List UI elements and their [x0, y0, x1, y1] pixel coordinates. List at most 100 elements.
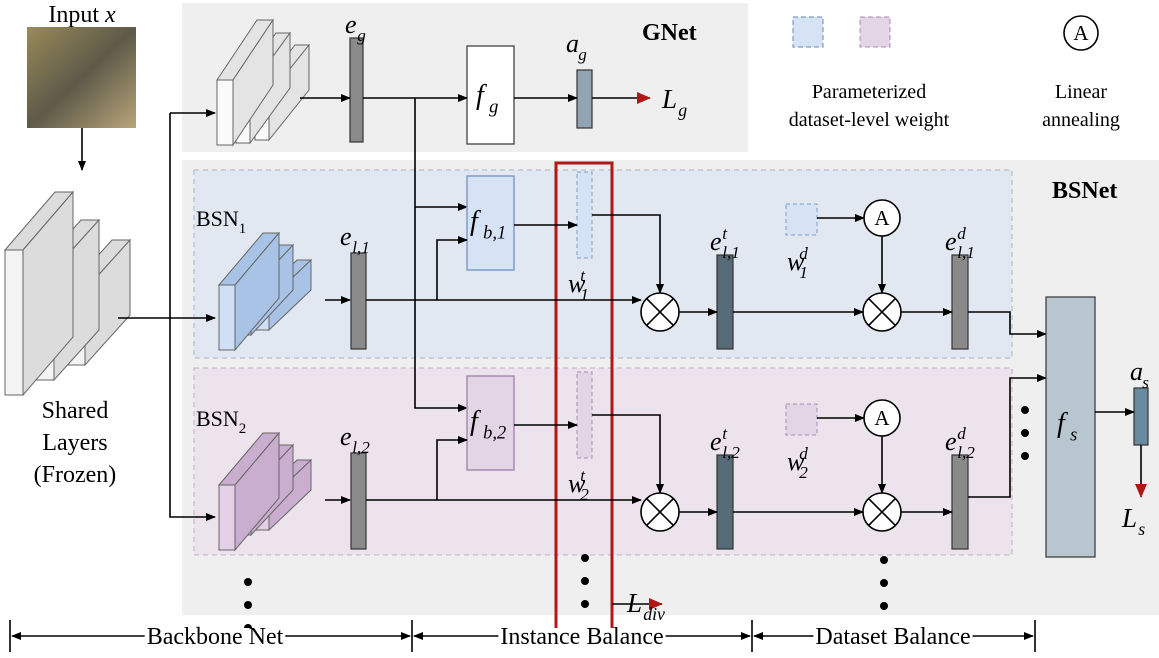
branch-name: BSN — [196, 406, 239, 431]
dataset-weight — [785, 203, 818, 236]
classifier — [466, 45, 515, 145]
math-sub: 1 — [580, 285, 589, 304]
multiply-cross — [646, 298, 674, 326]
multiply-cross — [868, 498, 896, 526]
multiply-cross — [646, 498, 674, 526]
connector — [436, 236, 468, 300]
feature-bar — [576, 69, 593, 129]
label-bg — [813, 628, 973, 650]
input-label: Input x — [48, 2, 116, 28]
feature-bar — [951, 254, 969, 350]
math-label: L — [1121, 503, 1137, 533]
feature-bar — [716, 454, 734, 550]
connector — [968, 374, 1047, 498]
layer-slab — [218, 284, 236, 351]
math-label: f — [470, 206, 481, 237]
math-label: e — [945, 427, 957, 456]
label-bg — [498, 628, 666, 650]
branch-sub: 2 — [239, 421, 247, 437]
branch-title: BSN2 — [196, 406, 246, 437]
math-label: a — [566, 29, 579, 58]
math-sup: d — [799, 444, 808, 463]
math-label: f — [1057, 408, 1068, 439]
math-sub: l,1 — [722, 243, 740, 262]
legend-text: dataset-level weight — [789, 109, 950, 131]
legend-text: annealing — [1042, 109, 1120, 131]
shared-label: (Frozen) — [34, 462, 117, 488]
ellipsis-dot — [1021, 452, 1029, 460]
math-sup: t — [580, 266, 586, 285]
classifier — [466, 375, 515, 471]
bsnet-title: BSNet — [1052, 178, 1117, 204]
annealing-symbol: A — [1073, 21, 1089, 45]
input-image — [27, 27, 136, 128]
math-sub: g — [678, 100, 687, 120]
math-sub: g — [578, 45, 587, 64]
math-label: e — [710, 227, 722, 256]
legend-text: Parameterized — [812, 81, 926, 103]
branch-sub: 1 — [239, 221, 247, 237]
connector — [436, 436, 468, 500]
math-sup: d — [957, 224, 966, 243]
branch-name: BSN — [196, 206, 239, 231]
instance-weight — [576, 171, 593, 259]
input-var: x — [104, 2, 116, 28]
ellipsis-dot — [244, 578, 252, 586]
ellipsis-dot — [1021, 406, 1029, 414]
math-sub: b,1 — [483, 222, 506, 242]
shared-label: Shared — [42, 398, 109, 424]
feature-bar — [951, 454, 969, 550]
math-sub: s — [1070, 424, 1077, 444]
ellipsis-dot — [880, 556, 888, 564]
math-sup: t — [722, 224, 728, 243]
ellipsis-dot — [880, 602, 888, 610]
layer-slab — [218, 484, 236, 551]
stage-label: Backbone Net — [147, 624, 284, 650]
math-label: e — [710, 427, 722, 456]
classifier — [1045, 296, 1096, 558]
legend-text: Linear — [1055, 81, 1108, 103]
math-sub: l,2 — [722, 443, 740, 462]
gnet-title: GNet — [642, 20, 697, 46]
math-sub: l,1 — [352, 238, 370, 257]
math-sub: div — [643, 604, 665, 624]
ellipsis-dot — [581, 554, 589, 562]
annealing-symbol: A — [874, 206, 890, 230]
layer-slab — [216, 79, 234, 146]
connector — [169, 113, 216, 521]
connector — [414, 98, 468, 412]
math-label: e — [345, 10, 357, 39]
feature-bar — [1133, 387, 1149, 446]
feature-bar — [350, 452, 367, 550]
ellipsis-dot — [581, 577, 589, 585]
math-label: w — [568, 469, 586, 498]
math-sub: g — [357, 26, 366, 45]
math-sub: s — [1142, 373, 1149, 392]
math-label: a — [1130, 357, 1143, 386]
math-label: e — [340, 222, 352, 251]
math-sub: b,2 — [483, 422, 506, 442]
math-sub: l,2 — [352, 438, 370, 457]
connector — [592, 414, 664, 494]
math-sub: 2 — [799, 463, 808, 482]
math-label: w — [787, 247, 805, 276]
layer-slab — [4, 249, 24, 396]
stage-label: Dataset Balance — [815, 624, 970, 650]
dataset-weight — [785, 403, 818, 436]
math-label: w — [787, 447, 805, 476]
math-label: f — [476, 80, 487, 111]
math-label: L — [661, 84, 677, 114]
math-label: e — [945, 227, 957, 256]
math-sup: t — [580, 466, 586, 485]
branch-title: BSN1 — [196, 206, 246, 237]
classifier — [466, 175, 515, 271]
multiply-cross — [868, 298, 896, 326]
ellipsis-dot — [581, 600, 589, 608]
math-sub: g — [489, 96, 498, 116]
shared-label: Layers — [42, 430, 107, 456]
math-label: e — [340, 422, 352, 451]
math-sub: l,1 — [957, 243, 975, 262]
math-sub: 2 — [580, 485, 589, 504]
ellipsis-dot — [1021, 429, 1029, 437]
